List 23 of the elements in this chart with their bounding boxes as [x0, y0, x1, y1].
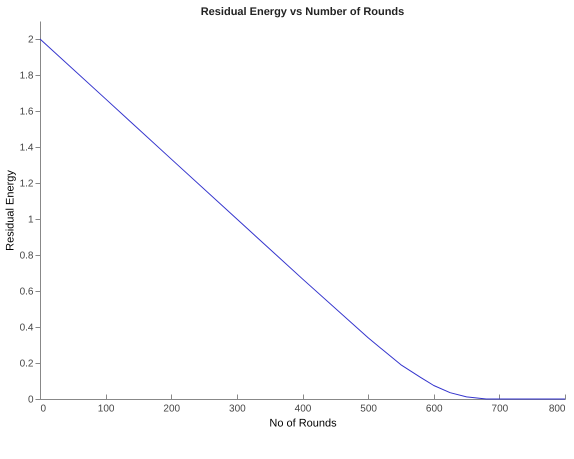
y-tick-label: 0 [28, 394, 34, 406]
y-tick-label: 1.2 [20, 178, 34, 190]
x-tick-label: 300 [229, 404, 246, 414]
x-axis-title: No of Rounds [269, 418, 338, 430]
x-tick-label: 600 [426, 404, 444, 414]
y-tick-label: 0.2 [20, 358, 34, 370]
y-axis-title: Residual Energy [4, 170, 17, 251]
x-tick-label: 0 [40, 404, 46, 414]
y-tick-label: 1.8 [20, 70, 34, 82]
y-tick-label: 2 [28, 34, 34, 46]
x-tick-label: 200 [163, 404, 181, 414]
y-tick-label: 1.6 [20, 106, 34, 118]
y-tick-label: 0.4 [20, 322, 34, 334]
x-tick-label: 800 [548, 404, 566, 414]
y-tick-label: 0.6 [20, 286, 34, 298]
x-tick-label: 100 [98, 404, 115, 414]
x-tick-label: 700 [492, 404, 509, 414]
x-tick-label: 500 [360, 404, 378, 414]
y-tick-label: 1.4 [20, 142, 34, 154]
x-tick-label: 400 [294, 404, 312, 414]
y-tick-label: 0.8 [20, 250, 34, 262]
chart-title: Residual Energy vs Number of Rounds [200, 6, 404, 18]
y-tick-label: 1 [28, 214, 34, 226]
